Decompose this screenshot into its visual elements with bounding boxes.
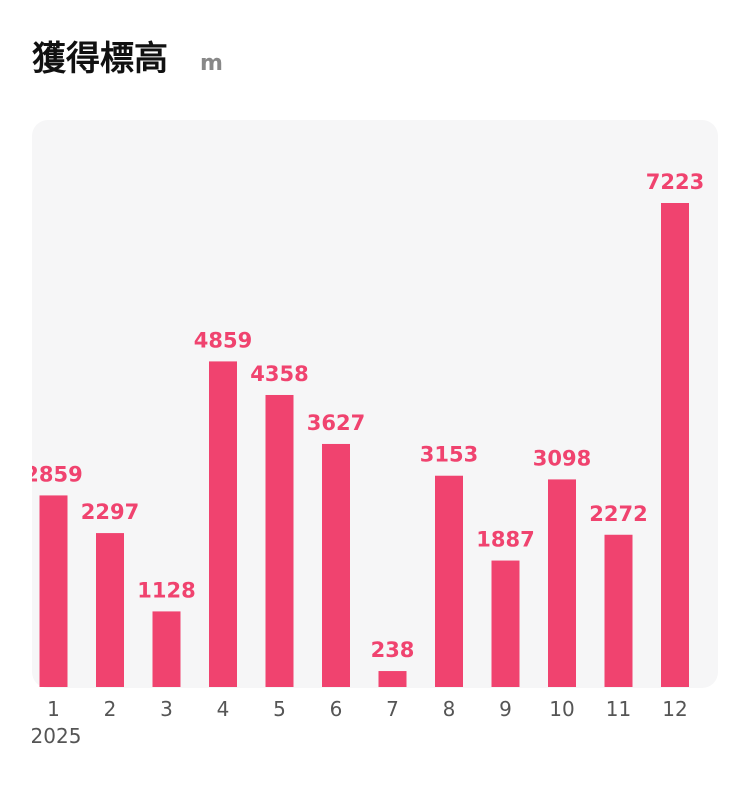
- bar: [152, 611, 181, 687]
- x-tick-label: 9: [499, 697, 512, 721]
- value-label: 1887: [476, 528, 534, 552]
- bar: [661, 203, 689, 687]
- x-tick-label: 4: [217, 697, 230, 721]
- bar: [491, 560, 520, 687]
- plot-area: 2859 1 2297 2 1128 3 4859 4 4358 5 3627 6 238 7 3153 8 1…: [24, 170, 704, 748]
- value-label: 1128: [137, 578, 195, 602]
- plot-panel: [32, 120, 718, 688]
- value-label: 2272: [589, 502, 647, 526]
- bar: [604, 534, 633, 687]
- bar: [548, 479, 576, 687]
- x-tick-label: 3: [160, 697, 173, 721]
- value-label: 3098: [533, 446, 591, 470]
- x-tick-label: 8: [443, 697, 456, 721]
- bar: [96, 533, 124, 687]
- unit-label: m: [200, 51, 223, 76]
- value-label: 4358: [250, 362, 308, 386]
- bar: [322, 443, 350, 687]
- value-label: 4859: [194, 328, 252, 352]
- x-tick-label: 7: [386, 697, 399, 721]
- bar: [39, 495, 68, 687]
- bar: [209, 361, 237, 687]
- x-tick-label: 10: [549, 697, 574, 721]
- x-tick-label: 12: [662, 697, 687, 721]
- x-tick-label: 11: [606, 697, 631, 721]
- bar: [378, 671, 407, 687]
- value-label: 2297: [81, 500, 139, 524]
- chart-title: 獲得標高: [32, 39, 168, 79]
- x-tick-label: 1: [47, 697, 60, 721]
- x-tick-label: 5: [273, 697, 286, 721]
- value-label: 238: [371, 638, 415, 662]
- x-tick-label: 6: [330, 697, 343, 721]
- value-label: 3153: [420, 443, 478, 467]
- x-tick-label: 2: [104, 697, 117, 721]
- value-label: 3627: [307, 411, 365, 435]
- bar: [265, 394, 294, 687]
- bar: [435, 475, 463, 687]
- value-label: 7223: [646, 170, 704, 194]
- year-label: 2025: [31, 724, 82, 748]
- value-label: 2859: [24, 462, 82, 486]
